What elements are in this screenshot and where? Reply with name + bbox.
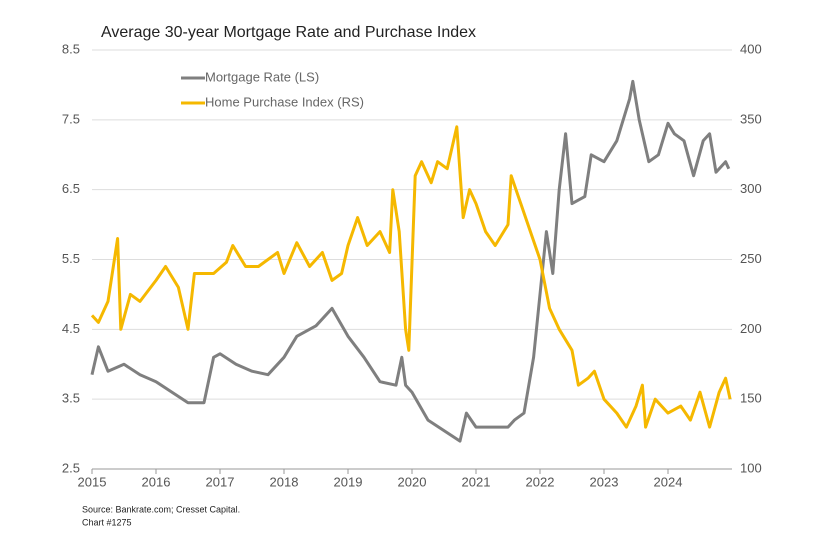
series-line [90,79,731,443]
x-tick-label: 2024 [654,474,683,489]
y-tick-label: 2.5 [62,460,80,475]
y2-tick-label: 300 [740,181,762,196]
series-line [90,125,732,429]
x-tick-label: 2016 [142,474,171,489]
y-tick-label: 3.5 [62,391,80,406]
chart-title: Average 30-year Mortgage Rate and Purcha… [101,24,476,41]
x-tick-label: 2020 [398,474,427,489]
y-tick-label: 5.5 [62,251,80,266]
chart-note: Chart #1275 [82,517,132,527]
y-tick-label: 7.5 [62,111,80,126]
source: Source: Bankrate.com; Cresset Capital. [82,504,240,514]
x-tick-label: 2021 [462,474,491,489]
legend-label: Mortgage Rate (LS) [205,69,319,84]
y2-tick-label: 350 [740,111,762,126]
x-tick-label: 2019 [334,474,363,489]
legend-label: Home Purchase Index (RS) [205,94,364,109]
y-tick-label: 4.5 [62,321,80,336]
x-tick-label: 2023 [590,474,619,489]
y2-tick-label: 400 [740,41,762,56]
y-tick-label: 6.5 [62,181,80,196]
x-tick-label: 2015 [78,474,107,489]
y-tick-label: 8.5 [62,41,80,56]
y2-tick-label: 100 [740,460,762,475]
x-tick-label: 2017 [206,474,235,489]
x-tick-label: 2018 [270,474,299,489]
y2-tick-label: 150 [740,391,762,406]
x-tick-label: 2022 [526,474,555,489]
y2-tick-label: 250 [740,251,762,266]
y2-tick-label: 200 [740,321,762,336]
